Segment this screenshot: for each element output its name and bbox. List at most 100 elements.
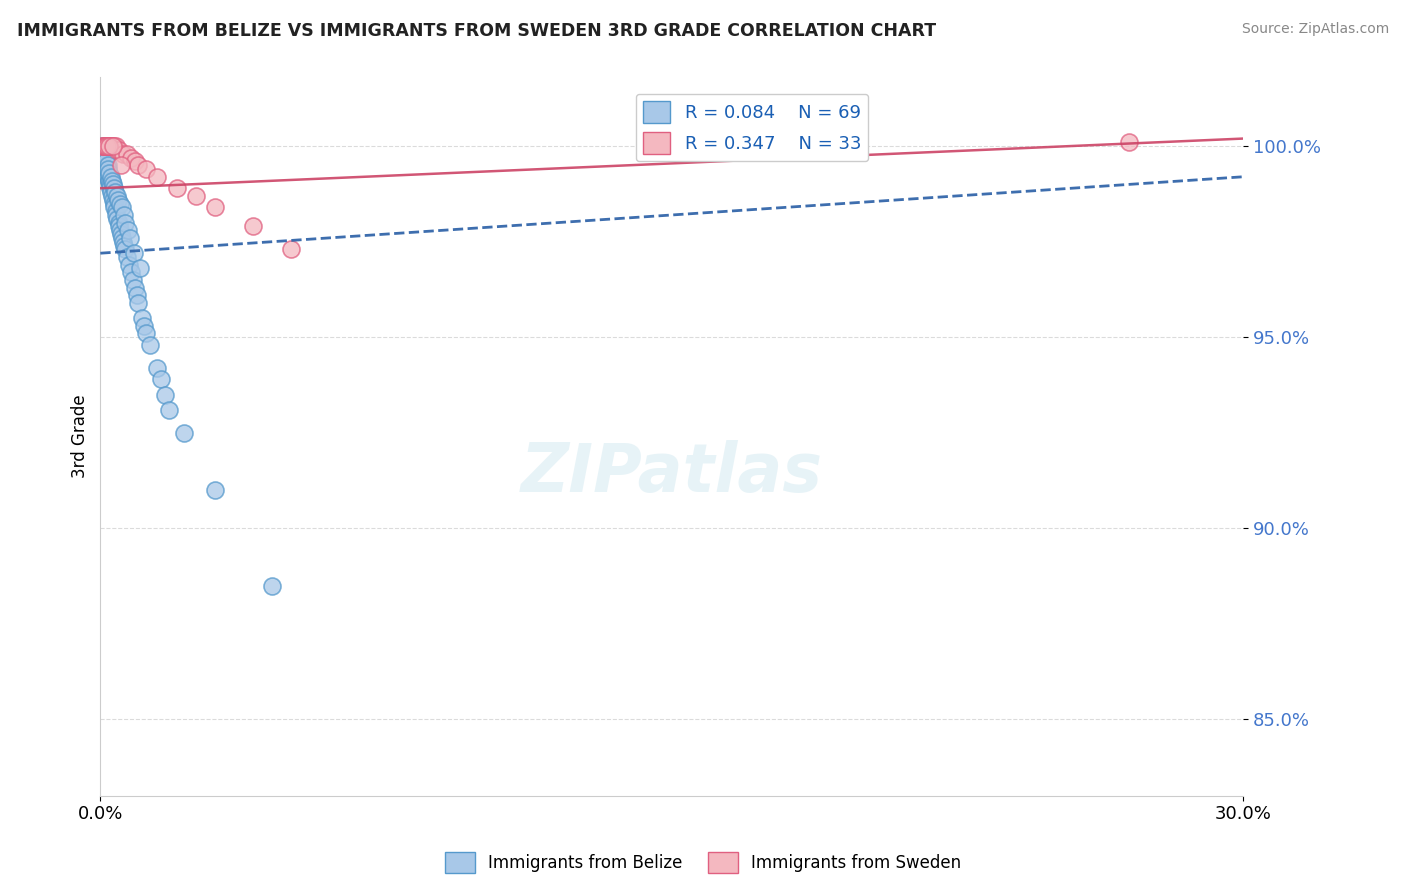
Point	[94, 158, 117, 172]
Point	[100, 139, 122, 153]
Point	[105, 189, 128, 203]
Point	[280, 243, 302, 257]
Point	[94, 151, 117, 165]
Point	[112, 238, 135, 252]
Point	[117, 223, 139, 237]
Point	[96, 154, 118, 169]
Point	[103, 181, 125, 195]
Point	[242, 219, 264, 234]
Point	[112, 146, 135, 161]
Point	[94, 151, 117, 165]
Point	[107, 211, 129, 226]
Point	[121, 273, 143, 287]
Point	[104, 139, 127, 153]
Point	[124, 154, 146, 169]
Point	[103, 200, 125, 214]
Point	[94, 154, 117, 169]
Point	[98, 173, 121, 187]
Point	[103, 178, 125, 192]
Point	[97, 158, 120, 172]
Point	[105, 208, 128, 222]
Point	[115, 250, 138, 264]
Point	[131, 311, 153, 326]
Point	[104, 204, 127, 219]
Point	[98, 139, 121, 153]
Point	[98, 139, 121, 153]
Point	[122, 246, 145, 260]
Point	[120, 231, 142, 245]
Point	[93, 143, 115, 157]
Point	[111, 200, 134, 214]
Point	[94, 139, 117, 153]
Point	[93, 146, 115, 161]
Point	[110, 158, 132, 172]
Point	[127, 158, 149, 172]
Point	[98, 181, 121, 195]
Point	[124, 280, 146, 294]
Point	[107, 193, 129, 207]
Point	[135, 162, 157, 177]
Point	[115, 146, 138, 161]
Point	[1118, 136, 1140, 150]
Y-axis label: 3rd Grade: 3rd Grade	[72, 395, 89, 478]
Point	[111, 231, 134, 245]
Point	[93, 139, 115, 153]
Point	[153, 387, 176, 401]
Point	[98, 178, 121, 192]
Point	[97, 173, 120, 187]
Point	[101, 193, 124, 207]
Text: IMMIGRANTS FROM BELIZE VS IMMIGRANTS FROM SWEDEN 3RD GRADE CORRELATION CHART: IMMIGRANTS FROM BELIZE VS IMMIGRANTS FRO…	[17, 22, 936, 40]
Point	[112, 208, 135, 222]
Text: ZIPatlas: ZIPatlas	[520, 440, 823, 506]
Point	[108, 219, 131, 234]
Point	[114, 243, 136, 257]
Point	[91, 139, 114, 153]
Point	[97, 162, 120, 177]
Point	[91, 139, 114, 153]
Point	[260, 579, 283, 593]
Point	[94, 139, 117, 153]
Point	[146, 169, 169, 184]
Legend: Immigrants from Belize, Immigrants from Sweden: Immigrants from Belize, Immigrants from …	[439, 846, 967, 880]
Point	[93, 139, 115, 153]
Point	[107, 143, 129, 157]
Point	[108, 223, 131, 237]
Point	[98, 166, 121, 180]
Point	[139, 338, 162, 352]
Point	[204, 200, 226, 214]
Point	[96, 139, 118, 153]
Point	[97, 139, 120, 153]
Point	[129, 261, 152, 276]
Point	[101, 139, 124, 153]
Point	[157, 402, 180, 417]
Point	[120, 151, 142, 165]
Point	[108, 196, 131, 211]
Point	[96, 162, 118, 177]
Point	[110, 227, 132, 241]
Point	[101, 139, 124, 153]
Point	[125, 288, 148, 302]
Point	[150, 372, 173, 386]
Point	[120, 265, 142, 279]
Point	[166, 181, 188, 195]
Point	[146, 360, 169, 375]
Point	[97, 169, 120, 184]
Point	[96, 166, 118, 180]
Point	[103, 139, 125, 153]
Point	[100, 169, 122, 184]
Point	[101, 173, 124, 187]
Legend: R = 0.084    N = 69, R = 0.347    N = 33: R = 0.084 N = 69, R = 0.347 N = 33	[636, 94, 869, 161]
Point	[104, 185, 127, 199]
Point	[93, 146, 115, 161]
Point	[127, 296, 149, 310]
Point	[135, 326, 157, 341]
Point	[101, 189, 124, 203]
Point	[118, 258, 141, 272]
Point	[91, 143, 114, 157]
Point	[114, 216, 136, 230]
Point	[204, 483, 226, 497]
Point	[107, 216, 129, 230]
Point	[173, 425, 195, 440]
Point	[108, 143, 131, 157]
Point	[103, 196, 125, 211]
